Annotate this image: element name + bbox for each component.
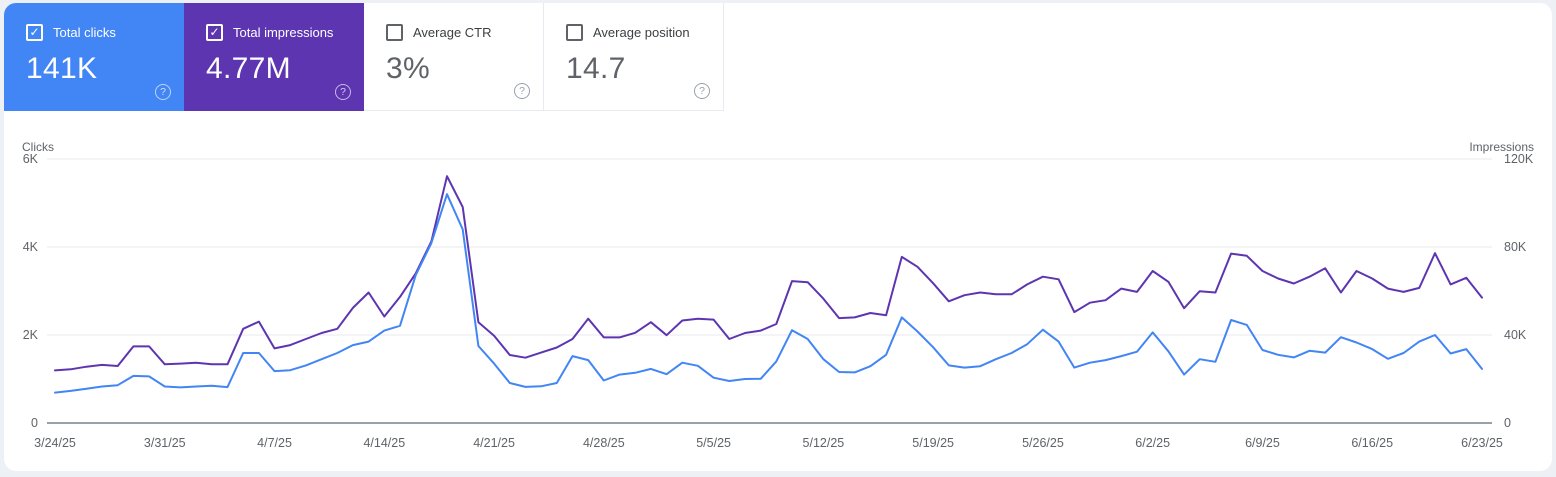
metric-tile-value: 4.77M [206,52,291,85]
right-axis-title: Impressions [1469,140,1534,154]
metric-tile-average-position[interactable]: Average position 14.7 ? [544,3,724,111]
metric-tile-value: 141K [26,52,98,85]
metric-tile-label: Total clicks [53,25,116,41]
metric-tile-total-clicks[interactable]: ✓ Total clicks 141K ? [4,3,184,111]
metric-tile-label: Average CTR [413,25,492,41]
metric-tile-value: 3% [386,52,430,85]
metric-tile-label: Total impressions [233,25,334,41]
help-icon[interactable]: ? [694,83,710,99]
left-axis-title: Clicks [22,140,54,154]
metric-tile-total-impressions[interactable]: ✓ Total impressions 4.77M ? [184,3,364,111]
metric-tile-value: 14.7 [566,52,626,85]
checkbox-unchecked-icon[interactable] [386,24,403,42]
performance-card: ✓ Total clicks 141K ? ✓ Total impressions … [4,3,1552,471]
metric-tile-average-ctr[interactable]: Average CTR 3% ? [364,3,544,111]
metric-tile-label: Average position [593,25,690,41]
checkbox-unchecked-icon[interactable] [566,24,583,42]
checkbox-checked-icon[interactable]: ✓ [26,24,43,42]
checkbox-checked-icon[interactable]: ✓ [206,24,223,42]
help-icon[interactable]: ? [514,83,530,99]
help-icon[interactable]: ? [155,84,171,100]
metric-tiles: ✓ Total clicks 141K ? ✓ Total impressions … [4,3,1552,111]
help-icon[interactable]: ? [335,84,351,100]
